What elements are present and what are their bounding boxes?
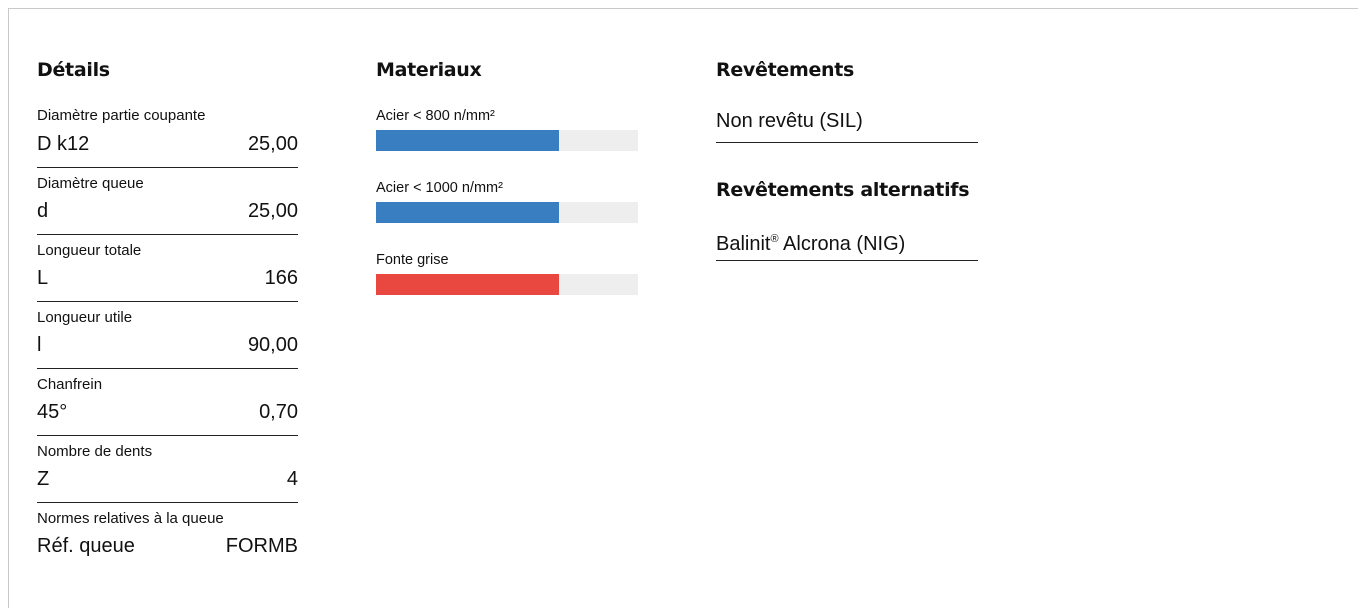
material-item: Acier < 1000 n/mm²: [376, 179, 638, 251]
detail-row-shank-diameter: Diamètre queue d 25,00: [37, 168, 298, 235]
suitability-bar-track: [376, 202, 638, 223]
materials-heading: Materiaux: [376, 59, 482, 81]
detail-label: Diamètre partie coupante: [37, 107, 206, 124]
current-coating: Non revêtu (SIL): [716, 108, 978, 143]
details-list: Diamètre partie coupante D k12 25,00 Dia…: [37, 107, 298, 570]
detail-row-total-length: Longueur totale L 166: [37, 235, 298, 302]
material-label: Fonte grise: [376, 252, 449, 268]
suitability-bar-track: [376, 130, 638, 151]
detail-row-teeth-count: Nombre de dents Z 4: [37, 436, 298, 503]
detail-symbol: Z: [37, 468, 50, 490]
materials-section: Materiaux Acier < 800 n/mm² Acier < 1000…: [376, 55, 638, 295]
detail-symbol: d: [37, 200, 49, 222]
detail-row-shank-standard: Normes relatives à la queue Réf. queue F…: [37, 503, 298, 570]
detail-symbol: 45°: [37, 401, 68, 423]
detail-value: 166: [264, 267, 298, 289]
suitability-bar-fill: [376, 202, 560, 223]
detail-value: 25,00: [247, 133, 298, 155]
coatings-section: Revêtements Non revêtu (SIL) Revêtements…: [716, 55, 978, 261]
material-item: Acier < 800 n/mm²: [376, 107, 638, 179]
detail-symbol: Réf. queue: [37, 535, 135, 557]
detail-value: 4: [286, 468, 298, 490]
alternative-coating-brand: Balinit: [716, 233, 771, 255]
detail-label: Normes relatives à la queue: [37, 510, 224, 527]
detail-row-chamfer: Chanfrein 45° 0,70: [37, 369, 298, 436]
alternative-coating-name: Alcrona (NIG): [778, 233, 906, 255]
detail-value: FORMB: [225, 535, 298, 557]
detail-value: 0,70: [259, 401, 298, 423]
material-item: Fonte grise: [376, 251, 638, 295]
detail-symbol: l: [37, 334, 42, 356]
panel-frame: [8, 8, 1358, 608]
detail-symbol: L: [37, 267, 49, 289]
suitability-bar-track: [376, 274, 638, 295]
suitability-bar-fill: [376, 130, 560, 151]
suitability-bar-fill: [376, 274, 560, 295]
detail-value: 90,00: [247, 334, 298, 356]
detail-row-useful-length: Longueur utile l 90,00: [37, 302, 298, 369]
alternative-coating: Balinit® Alcrona (NIG): [716, 226, 978, 261]
alternative-coatings-heading: Revêtements alternatifs: [716, 179, 970, 201]
detail-label: Diamètre queue: [37, 175, 144, 192]
material-label: Acier < 1000 n/mm²: [376, 180, 503, 196]
registered-mark: ®: [770, 233, 779, 245]
detail-label: Nombre de dents: [37, 443, 153, 460]
details-section: Détails Diamètre partie coupante D k12 2…: [37, 55, 298, 570]
coatings-heading: Revêtements: [716, 59, 855, 81]
detail-label: Chanfrein: [37, 376, 103, 393]
detail-label: Longueur utile: [37, 309, 133, 326]
details-heading: Détails: [37, 59, 110, 81]
detail-label: Longueur totale: [37, 242, 142, 259]
detail-value: 25,00: [247, 200, 298, 222]
material-label: Acier < 800 n/mm²: [376, 108, 495, 124]
detail-symbol: D k12: [37, 133, 90, 155]
detail-row-cutting-diameter: Diamètre partie coupante D k12 25,00: [37, 107, 298, 168]
